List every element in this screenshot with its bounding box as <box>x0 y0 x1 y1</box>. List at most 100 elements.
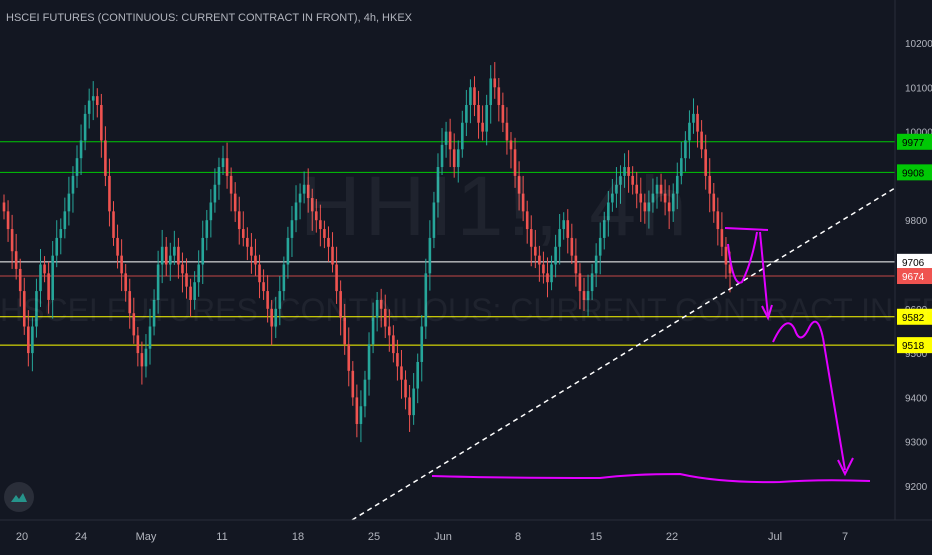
time-tick-label: 25 <box>368 531 380 543</box>
candle-body <box>432 202 436 238</box>
candle-body <box>160 246 164 265</box>
candle-body <box>120 255 123 274</box>
candle-body <box>493 78 497 88</box>
candle-body <box>525 211 529 230</box>
candle-body <box>83 113 87 141</box>
candle-body <box>278 291 282 309</box>
candle-body <box>680 158 683 176</box>
candle-body <box>578 273 582 292</box>
candle-body <box>282 264 286 292</box>
projection-top-segment[interactable] <box>724 227 769 231</box>
projection-down-arrow-2[interactable] <box>822 337 846 471</box>
candle-body <box>335 264 338 292</box>
candle-body <box>152 299 156 327</box>
candle-body <box>343 317 346 345</box>
time-tick-label: Jun <box>434 531 452 543</box>
candle-body <box>623 167 626 176</box>
candle-body <box>168 255 172 265</box>
candle-body <box>213 184 217 203</box>
candle-body <box>416 361 419 389</box>
candle-body <box>327 237 330 247</box>
candle-body <box>469 87 472 106</box>
candle-body <box>347 344 351 371</box>
candle-body <box>550 264 553 283</box>
candle-body <box>75 158 79 176</box>
candle-body <box>294 202 298 221</box>
candle-body <box>31 326 34 354</box>
dashed-trendline[interactable] <box>351 187 896 521</box>
candle-body <box>331 246 334 265</box>
candle-body <box>189 286 192 300</box>
candle-body <box>671 193 675 212</box>
candle-body <box>655 184 659 194</box>
candle-body <box>302 184 306 194</box>
price-tick-label: 10000 <box>905 128 932 139</box>
candle-body <box>542 264 545 274</box>
level-price-badge <box>897 308 932 325</box>
candle-body <box>164 246 168 265</box>
candle-body <box>696 113 699 132</box>
price-tick-label: 10200 <box>905 39 932 50</box>
candle-body <box>270 308 273 327</box>
candle-body <box>67 193 71 212</box>
candle-body <box>619 175 622 185</box>
level-price-label: 9977 <box>902 138 925 149</box>
candle-body <box>156 264 160 300</box>
candle-body <box>420 326 424 362</box>
price-tick-label: 9200 <box>905 482 928 493</box>
candle-body <box>6 211 10 230</box>
level-price-label: 9706 <box>902 258 925 269</box>
candle-body <box>241 229 245 238</box>
level-price-label: 9582 <box>902 313 925 324</box>
candle-body <box>485 105 488 132</box>
candle-body <box>594 255 598 274</box>
candle-body <box>306 184 310 199</box>
candle-body <box>424 273 428 327</box>
candle-body <box>631 175 634 185</box>
time-tick-label: 24 <box>75 531 87 543</box>
candle-body <box>266 291 269 309</box>
candle-body <box>144 348 148 367</box>
candle-body <box>310 198 314 212</box>
candle-body <box>667 202 671 212</box>
time-axis: 20 24 May 11 18 25 Jun 8 15 22 Jul 7 <box>0 519 932 543</box>
candle-body <box>639 193 643 203</box>
candle-body <box>566 220 570 238</box>
time-tick-label: 22 <box>666 531 678 543</box>
candle-body <box>688 122 691 141</box>
candle-body <box>63 211 67 230</box>
candle-body <box>404 379 407 398</box>
time-tick-label: May <box>136 531 157 543</box>
candle-body <box>371 317 375 345</box>
candle-body <box>71 175 75 194</box>
candle-body <box>607 202 610 221</box>
candle-body <box>132 313 136 336</box>
candle-body <box>258 264 261 283</box>
candle-body <box>323 229 326 238</box>
projection-drawing <box>431 227 871 484</box>
candle-body <box>602 220 606 238</box>
candle-body <box>379 299 383 309</box>
candle-body <box>87 100 91 114</box>
projection-down-arrow-1[interactable] <box>759 231 769 317</box>
candle-body <box>383 308 387 327</box>
candle-body <box>181 264 184 274</box>
trendline <box>351 187 896 521</box>
projection-wave[interactable] <box>772 320 824 343</box>
candle-body <box>396 353 399 367</box>
candle-body <box>79 140 83 159</box>
tradingview-logo-icon[interactable] <box>4 482 34 512</box>
projection-bounce-curve[interactable] <box>727 231 758 284</box>
candle-body <box>461 122 464 150</box>
candle-body <box>233 193 237 212</box>
candle-body <box>538 255 541 265</box>
candle-body <box>225 158 229 176</box>
candle-body <box>534 246 537 256</box>
support-curve[interactable] <box>431 472 871 484</box>
time-tick-label: 8 <box>515 531 521 543</box>
candle-body <box>509 140 513 150</box>
candle-body <box>250 246 253 256</box>
candle-body <box>590 273 594 292</box>
